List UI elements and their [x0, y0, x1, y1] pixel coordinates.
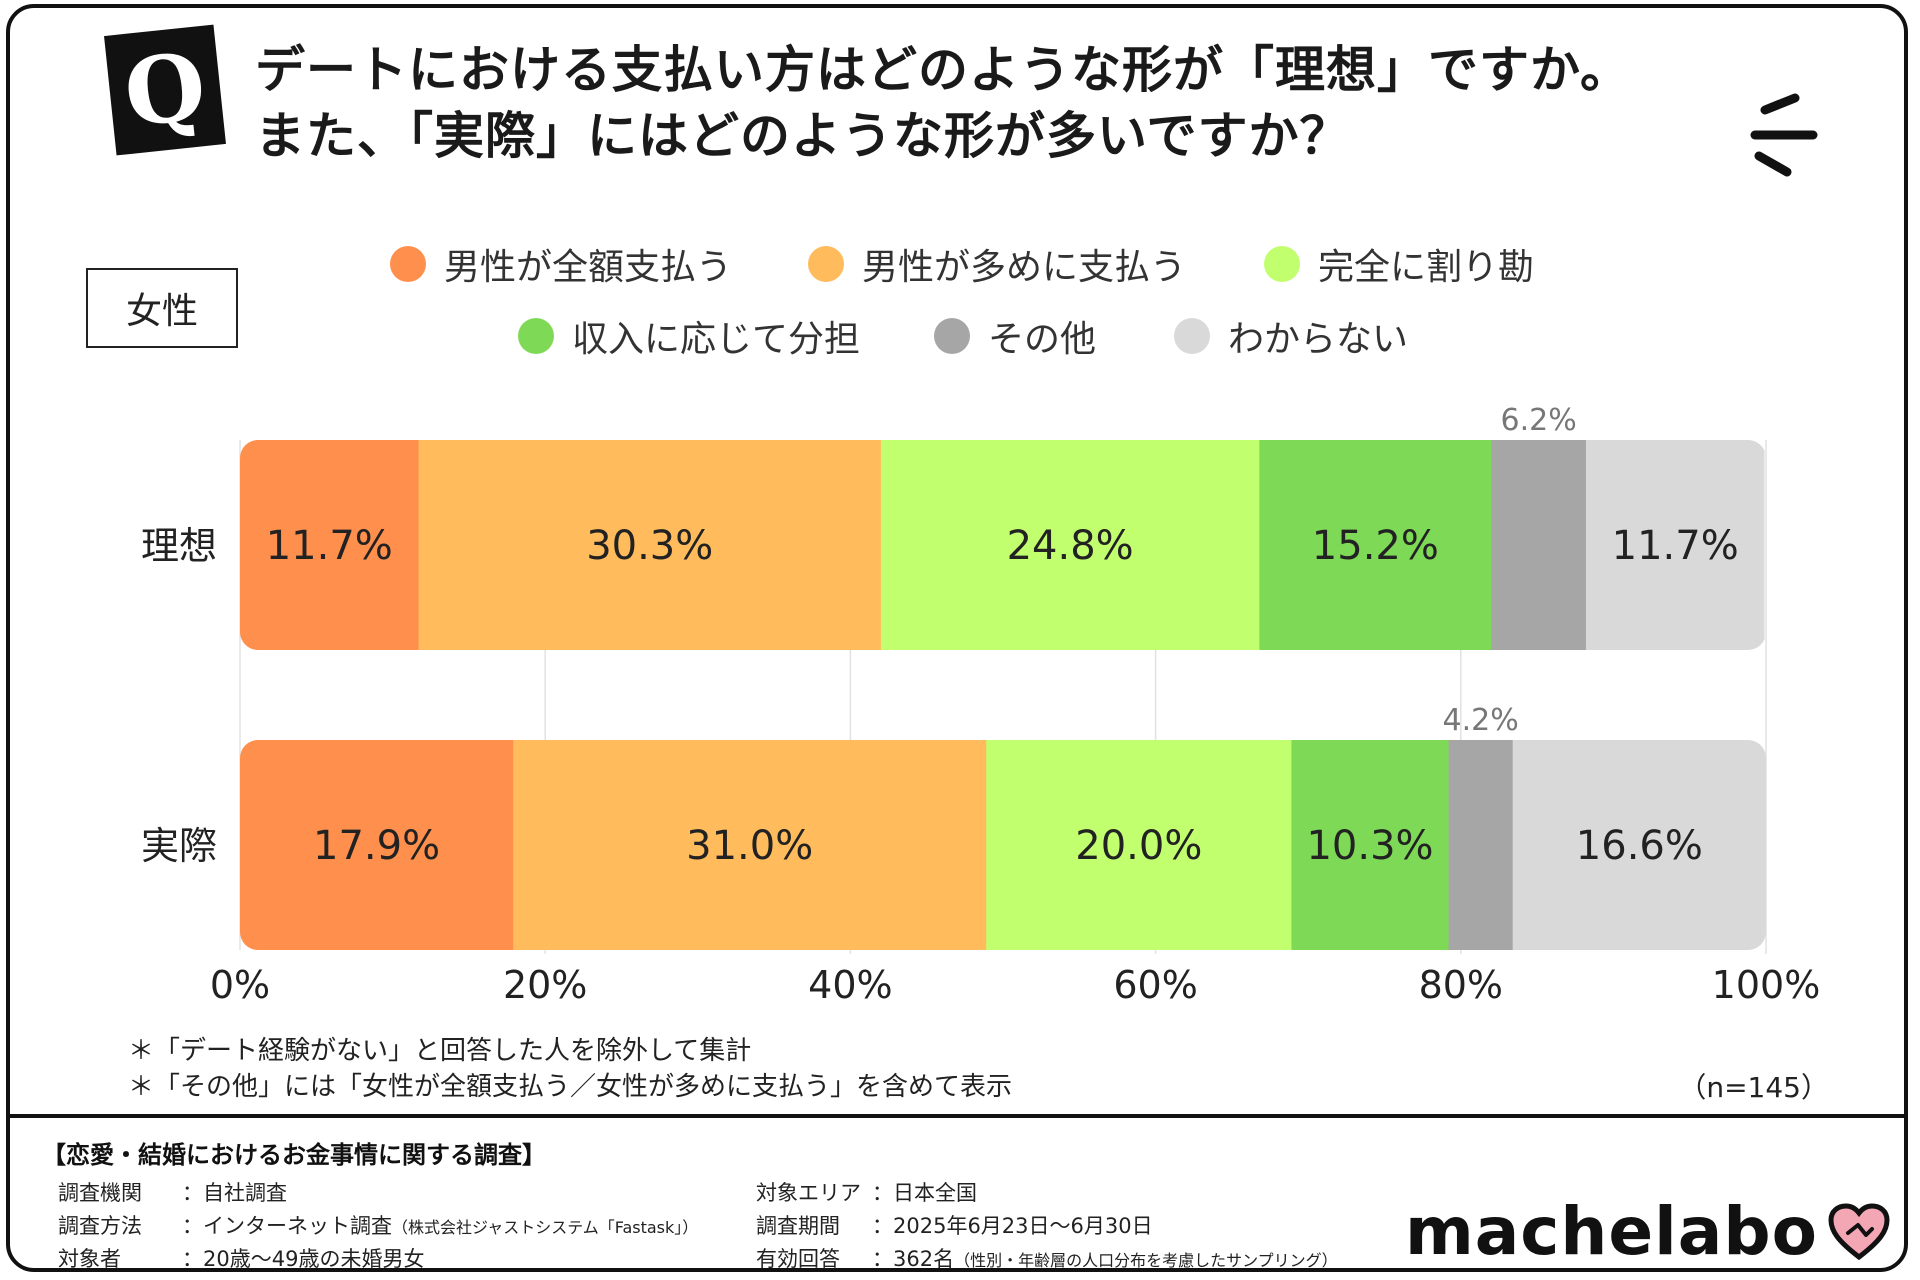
data-label: 15.2%	[1312, 523, 1439, 569]
footer-divider	[10, 1114, 1904, 1118]
stacked-bar-chart: 11.7% 30.3% 24.8% 15.2% 6.2% 11.7% 理想 17.9% 31.0…	[141, 403, 1821, 1007]
bar-segment	[513, 740, 987, 950]
note-1: ＊「デート経験がない」と回答した人を除外して集計	[128, 1036, 752, 1066]
data-label: 10.3%	[1306, 823, 1433, 869]
legend-item-by-income: 収入に応じて分担	[518, 310, 860, 362]
bar-segment	[986, 740, 1293, 950]
legend-label: 男性が全額支払う	[444, 247, 733, 288]
legend-swatch	[1174, 318, 1210, 354]
footer-value: ：日本全国	[872, 1181, 977, 1205]
footer-value: ：インターネット調査（株式会社ジャストシステム「Fastask」）	[182, 1214, 699, 1238]
footer-key: 対象エリア	[756, 1181, 861, 1205]
legend-item-other: その他	[934, 310, 1096, 362]
x-tick-label: 0%	[210, 963, 270, 1007]
legend-label: その他	[988, 319, 1097, 360]
footer-value-sub: （性別・年齢層の人口分布を考慮したサンプリング）	[954, 1251, 1338, 1270]
footer-title: 【恋愛・結婚におけるお金事情に関する調査】	[42, 1141, 546, 1169]
legend-swatch	[518, 318, 554, 354]
category-label: 実際	[141, 824, 217, 868]
legend-label: わからない	[1228, 319, 1409, 360]
data-label: 11.7%	[1612, 523, 1739, 569]
footer-key: 調査方法	[58, 1214, 142, 1238]
data-label: 16.6%	[1576, 823, 1703, 869]
category-label: 理想	[141, 524, 217, 568]
emphasis-mark-icon	[1750, 93, 1818, 177]
legend-label: 収入に応じて分担	[572, 319, 861, 360]
group-label: 女性	[86, 268, 238, 348]
footer-key: 調査期間	[756, 1214, 840, 1238]
footer-value: ：自社調査	[182, 1181, 287, 1205]
data-label: 17.9%	[313, 823, 440, 869]
legend-swatch	[934, 318, 970, 354]
data-label: 24.8%	[1007, 523, 1134, 569]
x-tick-label: 40%	[808, 963, 892, 1007]
bar-segment	[418, 440, 882, 650]
sample-size: （n=145）	[1678, 1071, 1829, 1104]
legend-swatch	[808, 246, 844, 282]
legend-item-male-full: 男性が全額支払う	[390, 238, 732, 290]
footer-key: 調査機関	[58, 1181, 142, 1205]
bar-segment	[240, 440, 420, 650]
data-label: 11.7%	[266, 523, 393, 569]
footer-value: ：2025年6月23日〜6月30日	[872, 1214, 1153, 1238]
legend-item-male-more: 男性が多めに支払う	[808, 238, 1186, 290]
data-label: 31.0%	[686, 823, 813, 869]
data-label: 30.3%	[586, 523, 713, 569]
data-label: 6.2%	[1501, 403, 1577, 438]
heart-logo-icon	[1828, 1203, 1890, 1261]
legend-swatch	[390, 246, 426, 282]
footer-key: 対象者	[58, 1247, 121, 1271]
bar-segment	[880, 440, 1260, 650]
x-tick-label: 100%	[1712, 963, 1821, 1007]
bar-row-2	[240, 740, 1766, 950]
legend-label: 男性が多めに支払う	[862, 247, 1187, 288]
legend-label: 完全に割り勘	[1318, 247, 1535, 288]
footer-key: 有効回答	[756, 1247, 840, 1271]
footer-value: ：362名（性別・年齢層の人口分布を考慮したサンプリング）	[872, 1247, 1338, 1271]
bar-segment	[1259, 440, 1492, 650]
question-title-line2: また、「実際」にはどのような形が多いですか？	[255, 107, 1351, 165]
brand-logo: machelabo	[1405, 1193, 1818, 1270]
footer-value-sub: （株式会社ジャストシステム「Fastask」）	[392, 1218, 699, 1237]
infographic-card: Q デートにおける支払い方はどのような形が「理想」ですか。 また、「実際」にはど…	[6, 4, 1908, 1272]
bar-row-1	[240, 440, 1765, 650]
x-tick-label: 80%	[1419, 963, 1503, 1007]
bar-segment	[1448, 740, 1514, 950]
legend-item-split-even: 完全に割り勘	[1264, 238, 1534, 290]
legend-item-dont-know: わからない	[1174, 310, 1408, 362]
note-2: ＊「その他」には「女性が全額支払う／女性が多めに支払う」を含めて表示	[128, 1072, 1013, 1102]
data-label: 20.0%	[1075, 823, 1202, 869]
footer-value: ：20歳〜49歳の未婚男女	[182, 1247, 425, 1271]
data-label: 4.2%	[1443, 703, 1519, 738]
bar-segment	[240, 740, 514, 950]
bar-segment	[1491, 440, 1587, 650]
bar-segment	[1512, 740, 1766, 950]
bar-segment	[1585, 440, 1765, 650]
x-tick-label: 60%	[1113, 963, 1197, 1007]
bar-segment	[1291, 740, 1450, 950]
question-title-line1: デートにおける支払い方はどのような形が「理想」ですか。	[255, 41, 1631, 99]
legend-swatch	[1264, 246, 1300, 282]
x-tick-label: 20%	[503, 963, 587, 1007]
